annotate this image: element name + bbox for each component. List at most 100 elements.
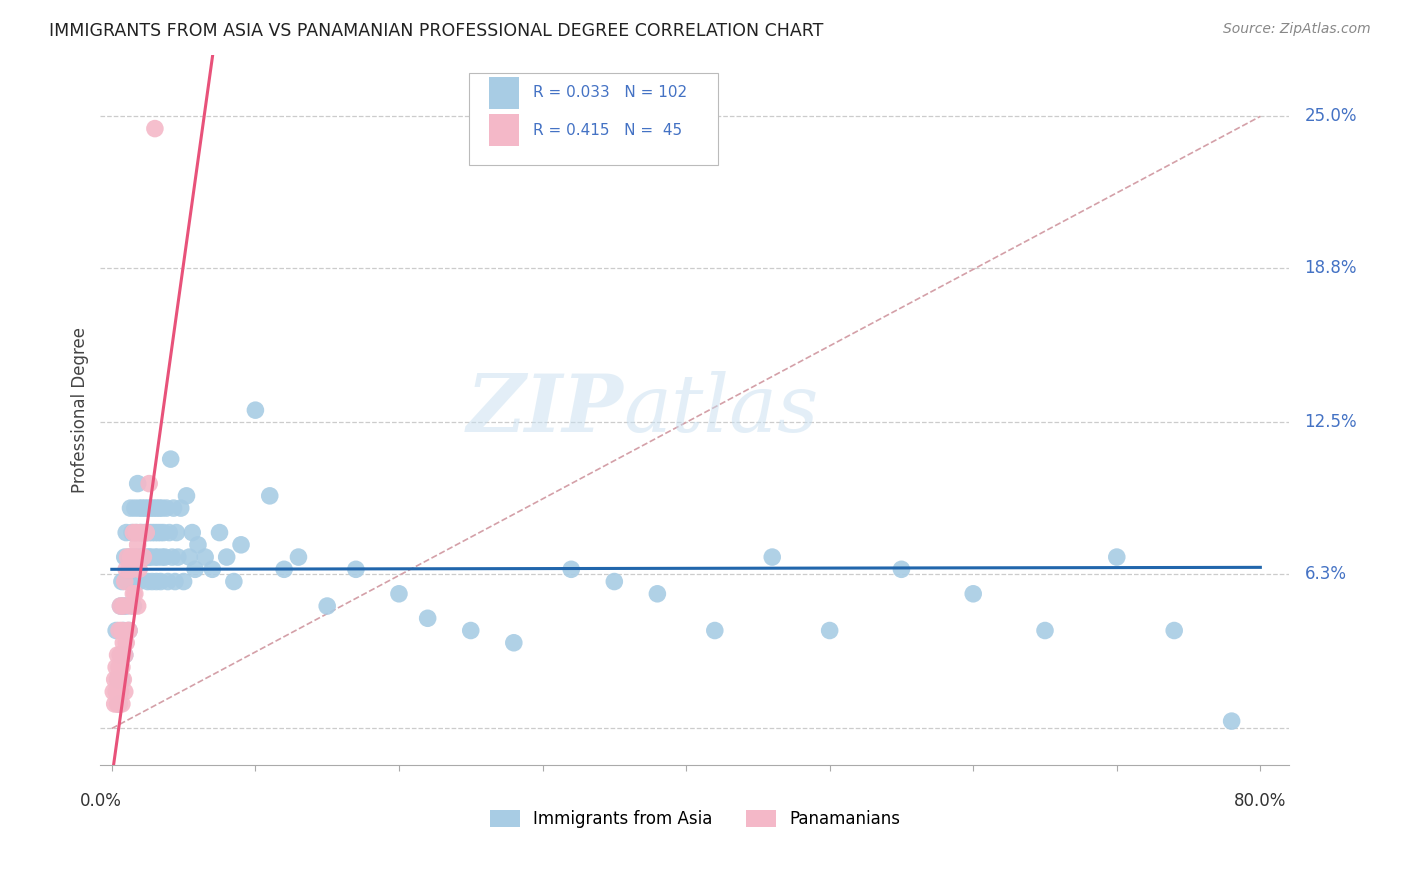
Point (104, 697, 127, 711)
Point (125, 574, 148, 589)
Point (141, 574, 163, 589)
Point (107, 673, 129, 687)
Point (131, 501, 153, 516)
Point (111, 624, 134, 638)
Point (128, 501, 150, 516)
Point (108, 697, 131, 711)
Point (138, 550, 160, 565)
Point (165, 525, 187, 540)
Point (127, 476, 149, 491)
Point (117, 550, 139, 565)
Point (259, 489, 281, 503)
Point (176, 489, 198, 503)
Point (135, 525, 157, 540)
Point (112, 673, 135, 687)
Point (194, 550, 217, 565)
Point (115, 562, 138, 576)
Point (111, 574, 134, 589)
Text: ZIP: ZIP (467, 371, 623, 449)
Point (107, 697, 129, 711)
Point (167, 550, 190, 565)
Y-axis label: Professional Degree: Professional Degree (72, 327, 89, 493)
Point (122, 550, 145, 565)
Point (145, 501, 167, 516)
Text: 12.5%: 12.5% (1305, 413, 1357, 432)
Point (110, 684, 132, 698)
Point (141, 525, 163, 540)
Point (560, 562, 582, 576)
Point (273, 562, 295, 576)
Point (104, 673, 127, 687)
Point (187, 538, 209, 552)
Text: 6.3%: 6.3% (1305, 566, 1347, 583)
Point (159, 452, 181, 467)
Point (114, 648, 136, 662)
Point (153, 550, 176, 565)
Point (344, 562, 367, 576)
Point (1033, 624, 1056, 638)
Point (134, 501, 156, 516)
Point (890, 562, 912, 576)
Point (118, 550, 141, 565)
Point (142, 501, 165, 516)
Point (149, 574, 172, 589)
Point (127, 550, 149, 565)
Point (125, 525, 148, 540)
Text: 18.8%: 18.8% (1305, 260, 1357, 277)
Point (148, 501, 170, 516)
Text: 80.0%: 80.0% (1234, 792, 1286, 810)
Point (110, 648, 132, 662)
Point (110, 599, 132, 613)
Point (121, 525, 143, 540)
Point (152, 525, 174, 540)
Point (117, 574, 139, 589)
Point (110, 648, 132, 662)
Point (114, 550, 136, 565)
Point (108, 697, 131, 711)
Point (603, 574, 626, 589)
Point (129, 525, 152, 540)
Point (316, 599, 339, 613)
Point (146, 550, 169, 565)
Point (160, 550, 183, 565)
Point (114, 684, 136, 698)
Point (208, 525, 231, 540)
Point (110, 599, 132, 613)
Point (703, 624, 725, 638)
Point (111, 673, 134, 687)
Point (128, 574, 150, 589)
Point (112, 599, 135, 613)
Point (136, 574, 159, 589)
Point (124, 550, 146, 565)
Point (135, 550, 157, 565)
Point (122, 599, 145, 613)
Point (118, 624, 141, 638)
Point (155, 501, 177, 516)
Point (139, 501, 162, 516)
Point (107, 648, 129, 662)
Point (115, 636, 138, 650)
Point (115, 599, 138, 613)
Point (118, 624, 141, 638)
Text: 0.0%: 0.0% (79, 792, 121, 810)
Point (107, 673, 129, 687)
Point (502, 636, 524, 650)
Point (173, 574, 195, 589)
Point (108, 624, 131, 638)
Text: atlas: atlas (623, 371, 818, 449)
Text: R = 0.033   N = 102: R = 0.033 N = 102 (533, 86, 688, 100)
Text: Source: ZipAtlas.com: Source: ZipAtlas.com (1223, 22, 1371, 37)
Point (138, 476, 160, 491)
Point (120, 599, 142, 613)
Point (114, 574, 136, 589)
Point (121, 562, 143, 576)
Point (157, 525, 180, 540)
Point (127, 538, 149, 552)
Point (111, 660, 134, 674)
Point (215, 550, 238, 565)
Point (132, 550, 155, 565)
Text: R = 0.415   N =  45: R = 0.415 N = 45 (533, 123, 682, 138)
Point (122, 587, 145, 601)
Point (388, 587, 411, 601)
Point (222, 574, 245, 589)
